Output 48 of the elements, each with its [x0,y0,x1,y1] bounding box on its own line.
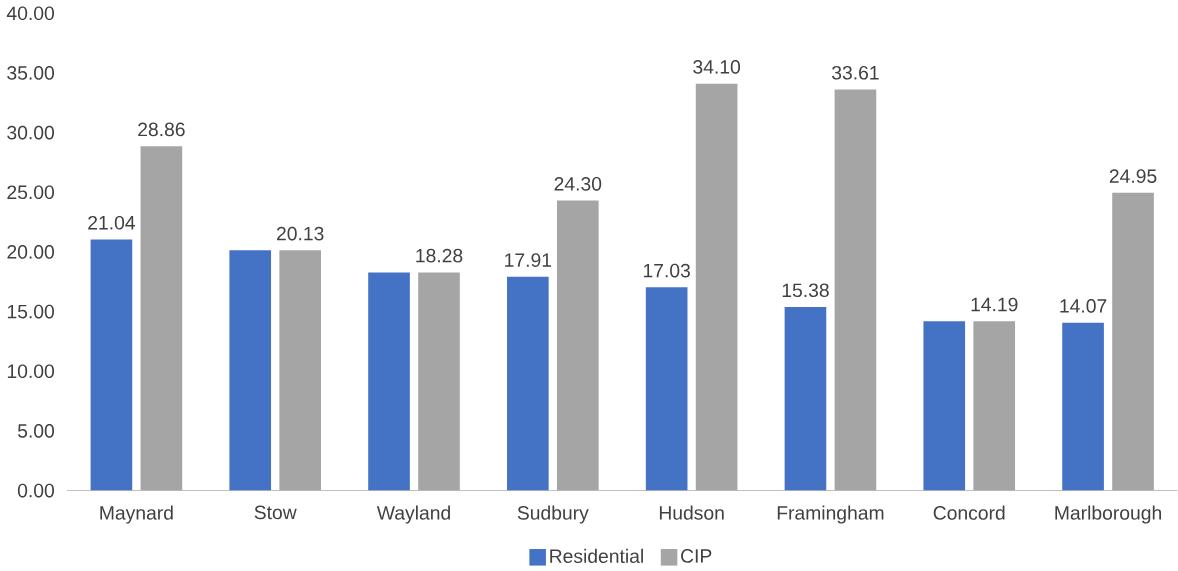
data-label: 21.04 [88,215,135,230]
x-tick-label: Maynard [100,505,173,524]
x-tick-label: Wayland [376,505,450,524]
bar [645,287,688,491]
y-tick-label: 40.00 [6,6,55,20]
bar [834,89,877,491]
y-tick-label: 30.00 [7,125,55,140]
bar [140,146,183,491]
legend-label: Residential [550,548,643,563]
y-tick-label: 25.00 [7,185,55,199]
data-label: 14.07 [1060,298,1107,313]
bar [1112,192,1154,491]
y-tick-label: 5.00 [17,423,55,438]
data-label: 24.95 [1109,169,1157,183]
data-label: 20.13 [277,226,324,241]
y-tick-label: 10.00 [7,364,55,378]
legend-label: CIP [681,548,712,563]
bar [368,272,410,491]
bar [90,239,133,491]
bar [784,306,827,491]
bar [695,83,738,491]
bar [973,321,1016,491]
x-tick-label: Marlborough [1055,505,1161,524]
data-label: 14.19 [971,297,1018,312]
bar [507,276,549,491]
data-label: 34.10 [693,59,741,74]
bar [1062,322,1104,491]
bar [923,321,966,491]
data-label: 17.91 [505,253,552,267]
bar [418,272,460,491]
data-label: 17.03 [643,263,690,278]
data-label: 28.86 [138,122,185,137]
y-tick-label: 35.00 [7,65,55,80]
data-label: 18.28 [416,248,463,263]
y-tick-label: 15.00 [7,304,55,319]
x-tick-label: Sudbury [517,505,589,524]
bar [229,250,272,491]
data-label: 33.61 [831,65,879,80]
x-tick-label: Stow [254,505,297,520]
x-tick-label: Framingham [777,505,884,524]
y-tick-label: 20.00 [7,244,55,259]
x-tick-label: Concord [933,505,1005,520]
x-tick-label: Hudson [659,505,724,520]
bar [279,250,322,491]
data-label: 24.30 [554,176,602,191]
y-tick-label: 0.00 [17,483,55,498]
bar [556,200,599,491]
data-label: 15.38 [782,283,829,297]
